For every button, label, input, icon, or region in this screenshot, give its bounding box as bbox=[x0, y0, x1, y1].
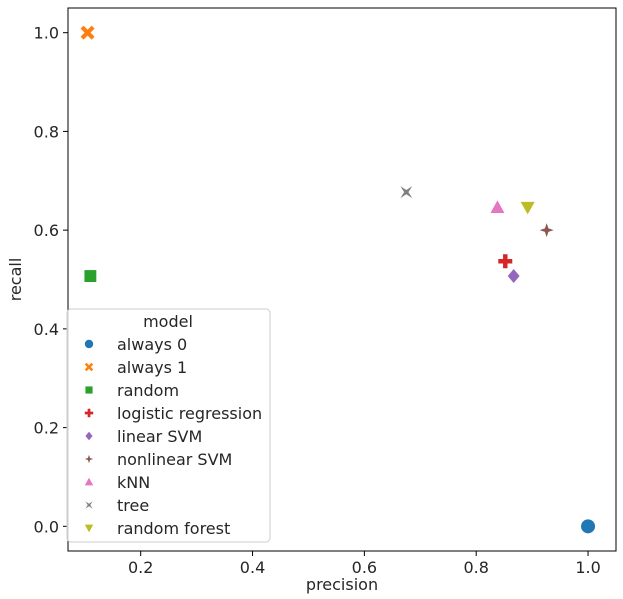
y-tick-label: 0.0 bbox=[34, 517, 59, 536]
legend-entry: linear SVM bbox=[117, 427, 202, 446]
legend-marker bbox=[85, 501, 93, 509]
x-tick-label: 0.6 bbox=[352, 558, 377, 577]
legend-marker bbox=[85, 431, 93, 441]
y-axis-ticks: 0.0 0.2 0.4 0.6 0.8 1.0 bbox=[34, 24, 68, 536]
legend-marker bbox=[84, 362, 94, 372]
data-point bbox=[520, 201, 535, 215]
x-tick-label: 0.8 bbox=[463, 558, 488, 577]
data-point bbox=[539, 223, 554, 238]
data-point bbox=[400, 186, 413, 199]
data-point bbox=[84, 270, 97, 282]
x-tick-label: 0.4 bbox=[240, 558, 265, 577]
legend-marker bbox=[85, 386, 93, 394]
legend-marker bbox=[84, 454, 94, 464]
legend-box bbox=[66, 308, 271, 543]
legend-entry: kNN bbox=[117, 473, 150, 492]
legend-entry: random bbox=[117, 381, 179, 400]
legend-entry: random forest bbox=[117, 519, 230, 538]
y-tick-label: 1.0 bbox=[34, 24, 59, 43]
data-points bbox=[80, 25, 596, 534]
data-point bbox=[498, 254, 513, 269]
x-tick-label: 1.0 bbox=[575, 558, 600, 577]
legend-marker bbox=[84, 477, 94, 486]
x-tick-label: 0.2 bbox=[128, 558, 153, 577]
legend-entry: logistic regression bbox=[117, 404, 262, 423]
legend-marker bbox=[84, 339, 94, 349]
y-tick-label: 0.2 bbox=[34, 419, 59, 438]
data-point bbox=[507, 269, 520, 284]
x-axis-label: precision bbox=[306, 575, 378, 594]
y-tick-label: 0.4 bbox=[34, 320, 59, 339]
legend-entry: always 0 bbox=[117, 335, 187, 354]
data-point bbox=[490, 200, 505, 214]
legend-title: model bbox=[143, 312, 193, 331]
y-tick-label: 0.6 bbox=[34, 221, 59, 240]
x-axis-ticks: 0.2 0.4 0.6 0.8 1.0 bbox=[128, 551, 601, 577]
y-axis-label: recall bbox=[6, 258, 25, 302]
legend-items: always 0 always 1 random logistic regressio… bbox=[84, 335, 262, 538]
legend-entry: nonlinear SVM bbox=[117, 450, 232, 469]
legend: model always 0 always 1 random logistic reg… bbox=[66, 308, 271, 543]
legend-marker bbox=[84, 524, 94, 533]
y-tick-label: 0.8 bbox=[34, 122, 59, 141]
legend-marker bbox=[84, 408, 94, 418]
data-point bbox=[581, 519, 596, 534]
legend-entry: always 1 bbox=[117, 358, 187, 377]
legend-entry: tree bbox=[117, 496, 149, 515]
data-point bbox=[80, 25, 95, 40]
